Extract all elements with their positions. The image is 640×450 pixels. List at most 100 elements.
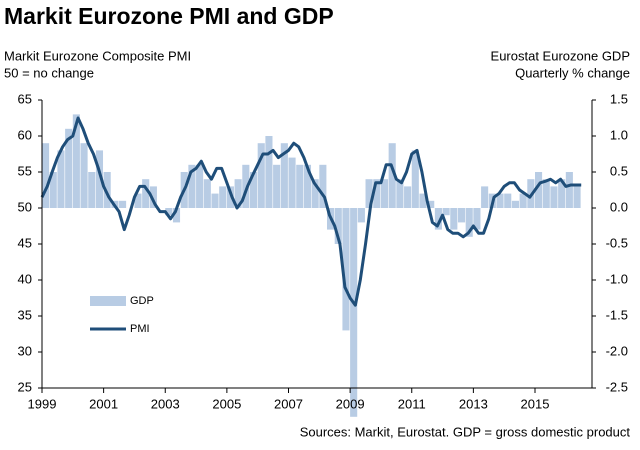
line xyxy=(40,116,582,307)
y2-tick-label: 0.5 xyxy=(610,163,628,178)
bar xyxy=(342,208,350,331)
chart-title: Markit Eurozone PMI and GDP xyxy=(4,3,334,29)
bar xyxy=(142,179,150,208)
bar xyxy=(319,164,327,208)
y2-tick-label: -1.0 xyxy=(606,271,628,286)
y-tick-label: 50 xyxy=(18,199,32,214)
bar xyxy=(219,186,227,208)
y2-tick-label: -0.5 xyxy=(606,235,628,250)
bar xyxy=(442,208,450,216)
y-tick-label: 45 xyxy=(18,235,32,250)
bar xyxy=(311,179,319,208)
y2-tick-label: -1.5 xyxy=(606,307,628,322)
bar xyxy=(373,179,381,208)
bar xyxy=(296,164,304,208)
bar xyxy=(249,172,258,208)
bar xyxy=(134,193,142,208)
y2-tick-label: 1.0 xyxy=(610,127,628,142)
bar xyxy=(203,179,211,208)
x-tick-label: 2001 xyxy=(89,396,118,411)
bar xyxy=(504,193,512,208)
bar xyxy=(534,172,543,208)
bar xyxy=(42,143,50,208)
x-tick-label: 2013 xyxy=(459,396,488,411)
bar xyxy=(404,186,412,208)
bar xyxy=(103,172,111,208)
x-tick-label: 2015 xyxy=(521,396,550,411)
y-tick-label: 55 xyxy=(18,163,32,178)
bar xyxy=(88,172,96,208)
y2-tick-label: 0.0 xyxy=(610,199,628,214)
x-tick-label: 1999 xyxy=(28,396,57,411)
legend-label: GDP xyxy=(130,295,154,307)
bar xyxy=(57,150,65,208)
bar xyxy=(119,200,127,208)
y2-label: Quarterly % change xyxy=(515,65,630,80)
bar xyxy=(350,208,358,417)
legend-label: PMI xyxy=(130,323,150,335)
y2-label: Eurostat Eurozone GDP xyxy=(491,48,630,63)
bar xyxy=(558,179,566,208)
bar xyxy=(519,193,527,208)
bar xyxy=(465,208,473,237)
bar xyxy=(226,186,234,208)
y-label: 50 = no change xyxy=(4,65,94,80)
bar xyxy=(396,179,404,208)
legend-swatch xyxy=(90,296,126,306)
bar xyxy=(511,200,519,208)
x-tick-label: 2003 xyxy=(151,396,180,411)
x-tick-label: 2011 xyxy=(398,396,426,411)
y2-tick-label: -2.5 xyxy=(606,379,628,394)
bar xyxy=(434,208,442,230)
bar xyxy=(334,208,342,244)
bar xyxy=(481,186,489,208)
bar xyxy=(257,143,265,208)
bar xyxy=(172,208,181,223)
bar xyxy=(573,186,581,208)
bar xyxy=(496,193,504,208)
x-tick-label: 2009 xyxy=(336,396,365,411)
bar xyxy=(419,193,427,208)
x-tick-label: 2007 xyxy=(274,396,303,411)
y2-tick-label: -2.0 xyxy=(606,343,628,358)
bar xyxy=(273,164,281,208)
y-tick-label: 65 xyxy=(18,91,32,106)
bar xyxy=(95,150,104,208)
bar xyxy=(288,157,296,208)
bar xyxy=(473,208,481,230)
bar xyxy=(165,208,173,216)
y-tick-label: 25 xyxy=(18,379,32,394)
bar xyxy=(303,164,312,208)
bar xyxy=(196,164,204,208)
y-tick-label: 30 xyxy=(18,343,32,358)
bar xyxy=(427,200,435,208)
bar xyxy=(411,150,419,208)
y-tick-label: 35 xyxy=(18,307,32,322)
bar xyxy=(234,179,242,208)
y-tick-label: 40 xyxy=(18,271,32,286)
x-tick-label: 2005 xyxy=(212,396,241,411)
bar xyxy=(211,193,219,208)
bar xyxy=(450,208,458,230)
y2-tick-label: 1.5 xyxy=(610,91,628,106)
bar xyxy=(542,179,550,208)
bar xyxy=(149,186,157,208)
bar xyxy=(550,186,558,208)
bar xyxy=(242,164,250,208)
bar xyxy=(365,179,373,208)
y-tick-label: 60 xyxy=(18,127,32,142)
bar xyxy=(65,128,73,208)
bar xyxy=(457,208,466,223)
bar xyxy=(49,172,57,208)
source: Sources: Markit, Eurostat. GDP = gross d… xyxy=(300,424,631,439)
bar xyxy=(357,208,365,223)
bar xyxy=(280,143,288,208)
bar xyxy=(380,179,389,208)
y-label: Markit Eurozone Composite PMI xyxy=(4,48,191,63)
bar xyxy=(565,172,573,208)
bar xyxy=(188,164,196,208)
bar xyxy=(388,143,396,208)
bar xyxy=(72,114,80,208)
bar xyxy=(80,143,88,208)
